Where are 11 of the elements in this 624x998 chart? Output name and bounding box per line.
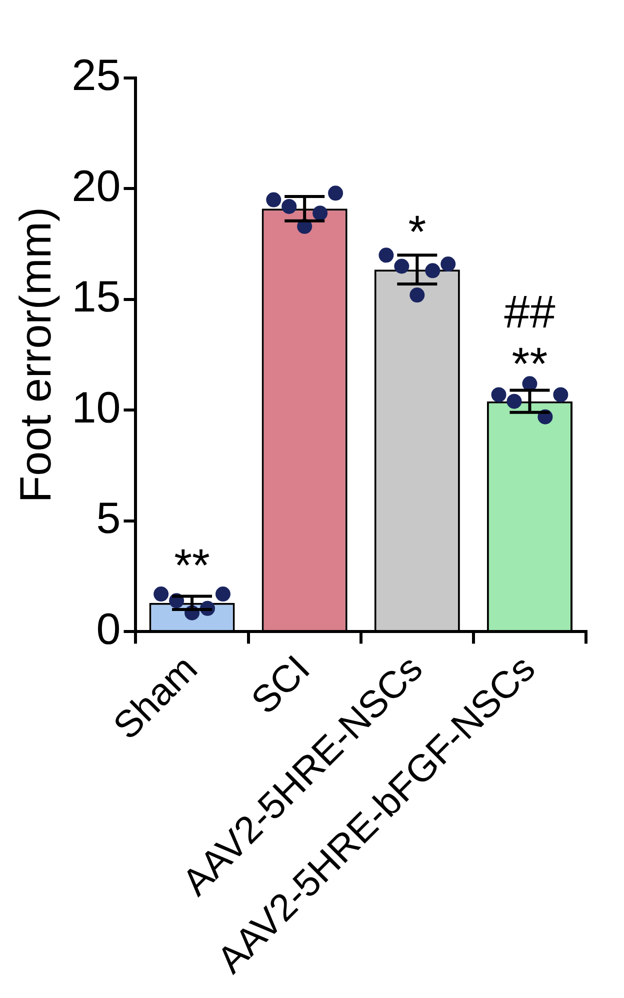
y-axis-title: Foot error(mm) <box>12 206 61 503</box>
annotation: * <box>408 206 426 258</box>
y-tick-label: 10 <box>72 383 121 432</box>
annotation: ** <box>174 538 210 591</box>
y-tick-label: 0 <box>96 604 121 654</box>
y-tick-label: 15 <box>72 272 121 322</box>
annotation: ## <box>504 285 556 338</box>
y-tick-label: 20 <box>72 162 121 211</box>
annotation: ** <box>512 337 548 390</box>
y-tick-label: 5 <box>96 494 121 544</box>
y-tick-label: 25 <box>72 51 121 100</box>
